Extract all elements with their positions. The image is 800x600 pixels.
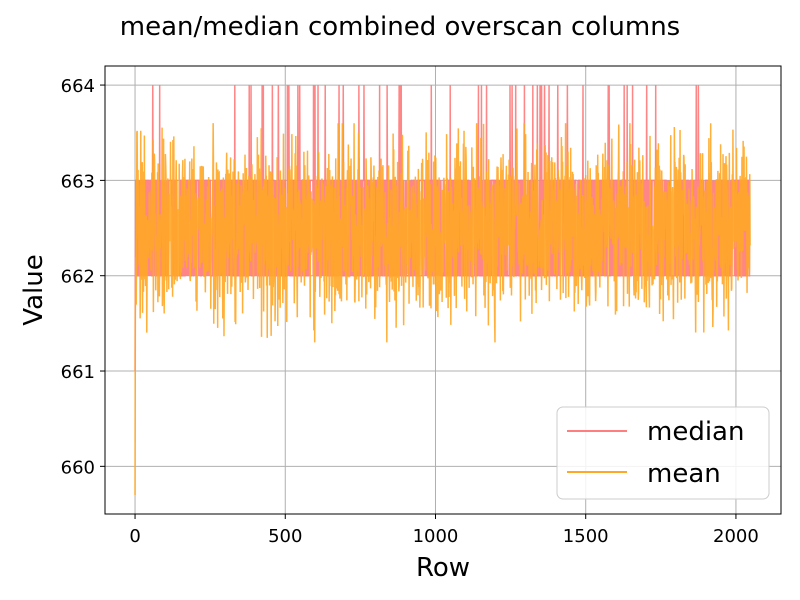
x-tick-label-0: 0	[129, 526, 140, 547]
y-tick-label-1: 661	[61, 362, 95, 383]
y-tick-label-4: 664	[61, 76, 95, 97]
y-tick-label-2: 662	[61, 267, 95, 288]
series-mean	[134, 123, 751, 495]
x-tick-label-3: 1500	[563, 526, 609, 547]
y-tick-label-3: 663	[61, 171, 95, 192]
y-axis-label: Value	[19, 254, 49, 325]
y-axis-ticks: 660 661 662 663 664	[61, 76, 105, 478]
x-tick-label-1: 500	[268, 526, 302, 547]
mean-line	[134, 123, 751, 495]
legend-label-median: median	[647, 417, 744, 447]
chart-title: mean/median combined overscan columns	[120, 12, 680, 42]
x-axis-ticks: 0 500 1000 1500 2000	[129, 514, 759, 547]
x-axis-label: Row	[416, 553, 470, 583]
x-tick-label-4: 2000	[713, 526, 759, 547]
x-tick-label-2: 1000	[413, 526, 459, 547]
plot-frame	[104, 65, 782, 515]
y-tick-label-0: 660	[61, 457, 95, 478]
legend-label-mean: mean	[647, 459, 721, 489]
legend: median mean	[556, 406, 770, 500]
